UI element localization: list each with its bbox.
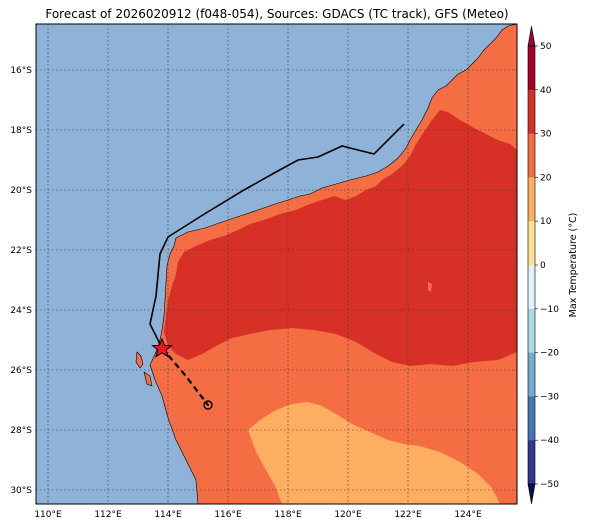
figure-title: Forecast of 2026020912 (f048-054), Sourc…: [45, 7, 508, 21]
colorbar-segment: [528, 89, 535, 135]
lon-label: 114°E: [154, 510, 182, 520]
map-panel: [36, 24, 517, 504]
land-band-30-40: [164, 110, 517, 366]
lon-label: 116°E: [214, 510, 242, 520]
lat-label: 20°S: [10, 186, 32, 196]
land-band-10-20: [248, 402, 500, 504]
lon-label: 110°E: [34, 510, 62, 520]
colorbar-segments: [528, 46, 535, 485]
colorbar-tick-label: −20: [540, 349, 559, 359]
colorbar-segment: [528, 177, 535, 222]
colorbar-max-arrow: [527, 25, 536, 47]
colorbar-tick-label: −30: [540, 392, 559, 402]
colorbar-segment: [528, 46, 535, 91]
colorbar-segment: [528, 308, 535, 354]
colorbar-tick-label: 50: [540, 42, 552, 52]
colorbar-tick-label: 20: [540, 173, 552, 183]
latitude-labels: 16°S 18°S 20°S 22°S 24°S 26°S 28°S 30°S: [10, 66, 32, 496]
forecast-position-circle-icon: [203, 400, 213, 410]
colorbar-tick-label: 40: [540, 86, 552, 96]
lat-label: 30°S: [10, 486, 32, 496]
colorbar-min-arrow: [527, 483, 536, 505]
colorbar-tick-label: −50: [540, 480, 559, 490]
lon-label: 122°E: [394, 510, 422, 520]
lon-label: 124°E: [454, 510, 482, 520]
lon-label: 112°E: [94, 510, 122, 520]
lat-label: 24°S: [10, 306, 32, 316]
colorbar-segment: [528, 396, 535, 441]
current-position-star-icon: [151, 337, 173, 358]
shark-bay-island: [135, 351, 144, 369]
colorbar-tick-label: 30: [540, 130, 552, 140]
lat-label: 18°S: [10, 126, 32, 136]
shark-bay-island-2: [143, 371, 153, 387]
colorbar-segment: [528, 265, 535, 310]
colorbar-label: Max Temperature (°C): [568, 213, 579, 318]
gridlines: [36, 24, 517, 504]
lon-label: 120°E: [334, 510, 362, 520]
map-frame: [35, 23, 518, 505]
forecast-track: [161, 347, 209, 406]
colorbar-segment: [528, 133, 535, 178]
colorbar-segment: [528, 440, 535, 485]
colorbar-tick-label: −10: [540, 305, 559, 315]
lat-label: 26°S: [10, 366, 32, 376]
colorbar-segment: [528, 221, 535, 266]
lon-label: 118°E: [274, 510, 302, 520]
forecast-position-dot: [207, 404, 209, 406]
lat-label: 28°S: [10, 426, 32, 436]
colorbar-ticks: 50 40 30 20 10 0 −10 −20 −30 −40 −50: [535, 42, 559, 490]
longitude-labels: 110°E 112°E 114°E 116°E 118°E 120°E 122°…: [34, 510, 482, 520]
colorbar-tick-label: 0: [540, 261, 546, 271]
inland-spot: [428, 282, 432, 292]
colorbar-tick-label: −40: [540, 436, 559, 446]
lat-label: 16°S: [10, 66, 32, 76]
colorbar-segment: [528, 352, 535, 397]
colorbar-tick-label: 10: [540, 217, 552, 227]
colorbar: 50 40 30 20 10 0 −10 −20 −30 −40 −50 Max Temperatu…: [527, 25, 579, 505]
lat-label: 22°S: [10, 246, 32, 256]
observed-track: [149, 123, 405, 349]
